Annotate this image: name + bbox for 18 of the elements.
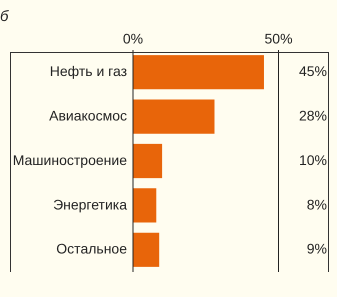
- bar: [134, 55, 264, 90]
- x-tick-label: 50%: [264, 30, 293, 46]
- y-tick-label: Энергетика: [53, 196, 128, 212]
- data-label: 45%: [298, 63, 327, 80]
- x-tick-label: 0%: [122, 30, 144, 46]
- bar: [134, 188, 156, 222]
- data-label: 9%: [306, 240, 327, 257]
- y-tick-label: Машиностроение: [12, 152, 128, 168]
- bar: [134, 100, 214, 134]
- data-label: 10%: [298, 152, 327, 168]
- text: б: [0, 8, 9, 26]
- y-tick-label: Остальное: [56, 240, 128, 257]
- bar: [134, 144, 162, 178]
- data-label: 8%: [306, 196, 327, 212]
- y-tick-label: Авиакосмос: [49, 107, 127, 124]
- y-tick-label: Нефть и газ: [50, 63, 127, 80]
- data-label: 28%: [298, 107, 327, 124]
- bar: [134, 232, 160, 267]
